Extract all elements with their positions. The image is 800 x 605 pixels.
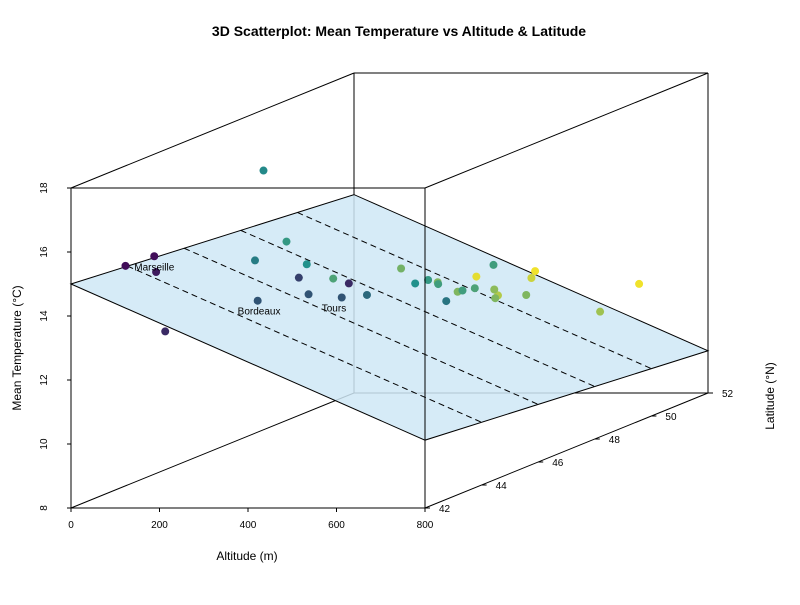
- plane-grid-line: [240, 229, 596, 387]
- y-tick-label: 50: [665, 412, 677, 423]
- data-point: [329, 274, 338, 283]
- z-axis-label: Mean Temperature (°C): [10, 285, 24, 410]
- x-tick-label: 800: [417, 520, 434, 531]
- data-point: [491, 294, 500, 303]
- data-point: [442, 297, 451, 306]
- data-point: [596, 307, 605, 316]
- data-point: [161, 327, 170, 336]
- z-tick-label: 10: [39, 438, 50, 450]
- plane-grid-line: [183, 247, 539, 405]
- z-tick-label: 8: [39, 505, 50, 511]
- data-point: [411, 279, 420, 288]
- data-point: [527, 274, 536, 282]
- data-point: [397, 264, 406, 273]
- y-tick-label: 46: [552, 458, 564, 469]
- data-point: [434, 280, 443, 289]
- data-point: [458, 286, 467, 295]
- box-edge-floor-right: [424, 392, 709, 509]
- y-tick-label: 48: [609, 435, 621, 446]
- data-point: [635, 279, 644, 288]
- x-tick-label: 400: [240, 520, 257, 531]
- data-point: [522, 291, 531, 299]
- data-point: [472, 272, 481, 281]
- x-axis-label: Altitude (m): [216, 549, 277, 563]
- data-point: [294, 273, 303, 282]
- data-point: [489, 260, 498, 269]
- data-point: [490, 285, 499, 294]
- x-tick-label: 200: [151, 520, 168, 531]
- z-tick-label: 12: [39, 374, 50, 386]
- data-point: [152, 268, 161, 276]
- z-tick-label: 14: [39, 310, 50, 322]
- y-tick-label: 52: [722, 389, 734, 400]
- data-point: [344, 279, 353, 288]
- y-tick-label: 44: [496, 481, 508, 492]
- box-edge-top-left: [70, 72, 355, 189]
- data-point: [304, 290, 313, 299]
- point-label: Bordeaux: [238, 307, 281, 318]
- point-label: Tours: [322, 304, 346, 315]
- data-point: [362, 290, 371, 299]
- chart-title: 3D Scatterplot: Mean Temperature vs Alti…: [212, 23, 586, 39]
- data-point: [121, 261, 130, 270]
- regression-plane: [69, 194, 710, 441]
- box-edge-back-floor-left: [70, 392, 355, 509]
- z-tick-label: 18: [39, 182, 50, 194]
- data-point: [531, 267, 540, 276]
- x-tick-label: 0: [68, 520, 74, 531]
- x-tick-label: 600: [328, 520, 345, 531]
- data-point: [251, 256, 259, 265]
- data-point: [302, 260, 311, 269]
- point-label: Marseille: [134, 262, 174, 273]
- data-point: [259, 166, 268, 175]
- box-edge-top-right: [424, 72, 709, 189]
- y-axis-label: Latitude (°N): [763, 362, 777, 430]
- z-tick-label: 16: [39, 246, 50, 258]
- data-point: [253, 296, 262, 305]
- data-point: [337, 293, 346, 302]
- data-point: [150, 252, 159, 261]
- data-point: [470, 284, 479, 293]
- data-point: [424, 276, 433, 284]
- plane-grid-line: [127, 265, 482, 423]
- data-point: [282, 237, 291, 246]
- y-tick-label: 42: [439, 504, 451, 515]
